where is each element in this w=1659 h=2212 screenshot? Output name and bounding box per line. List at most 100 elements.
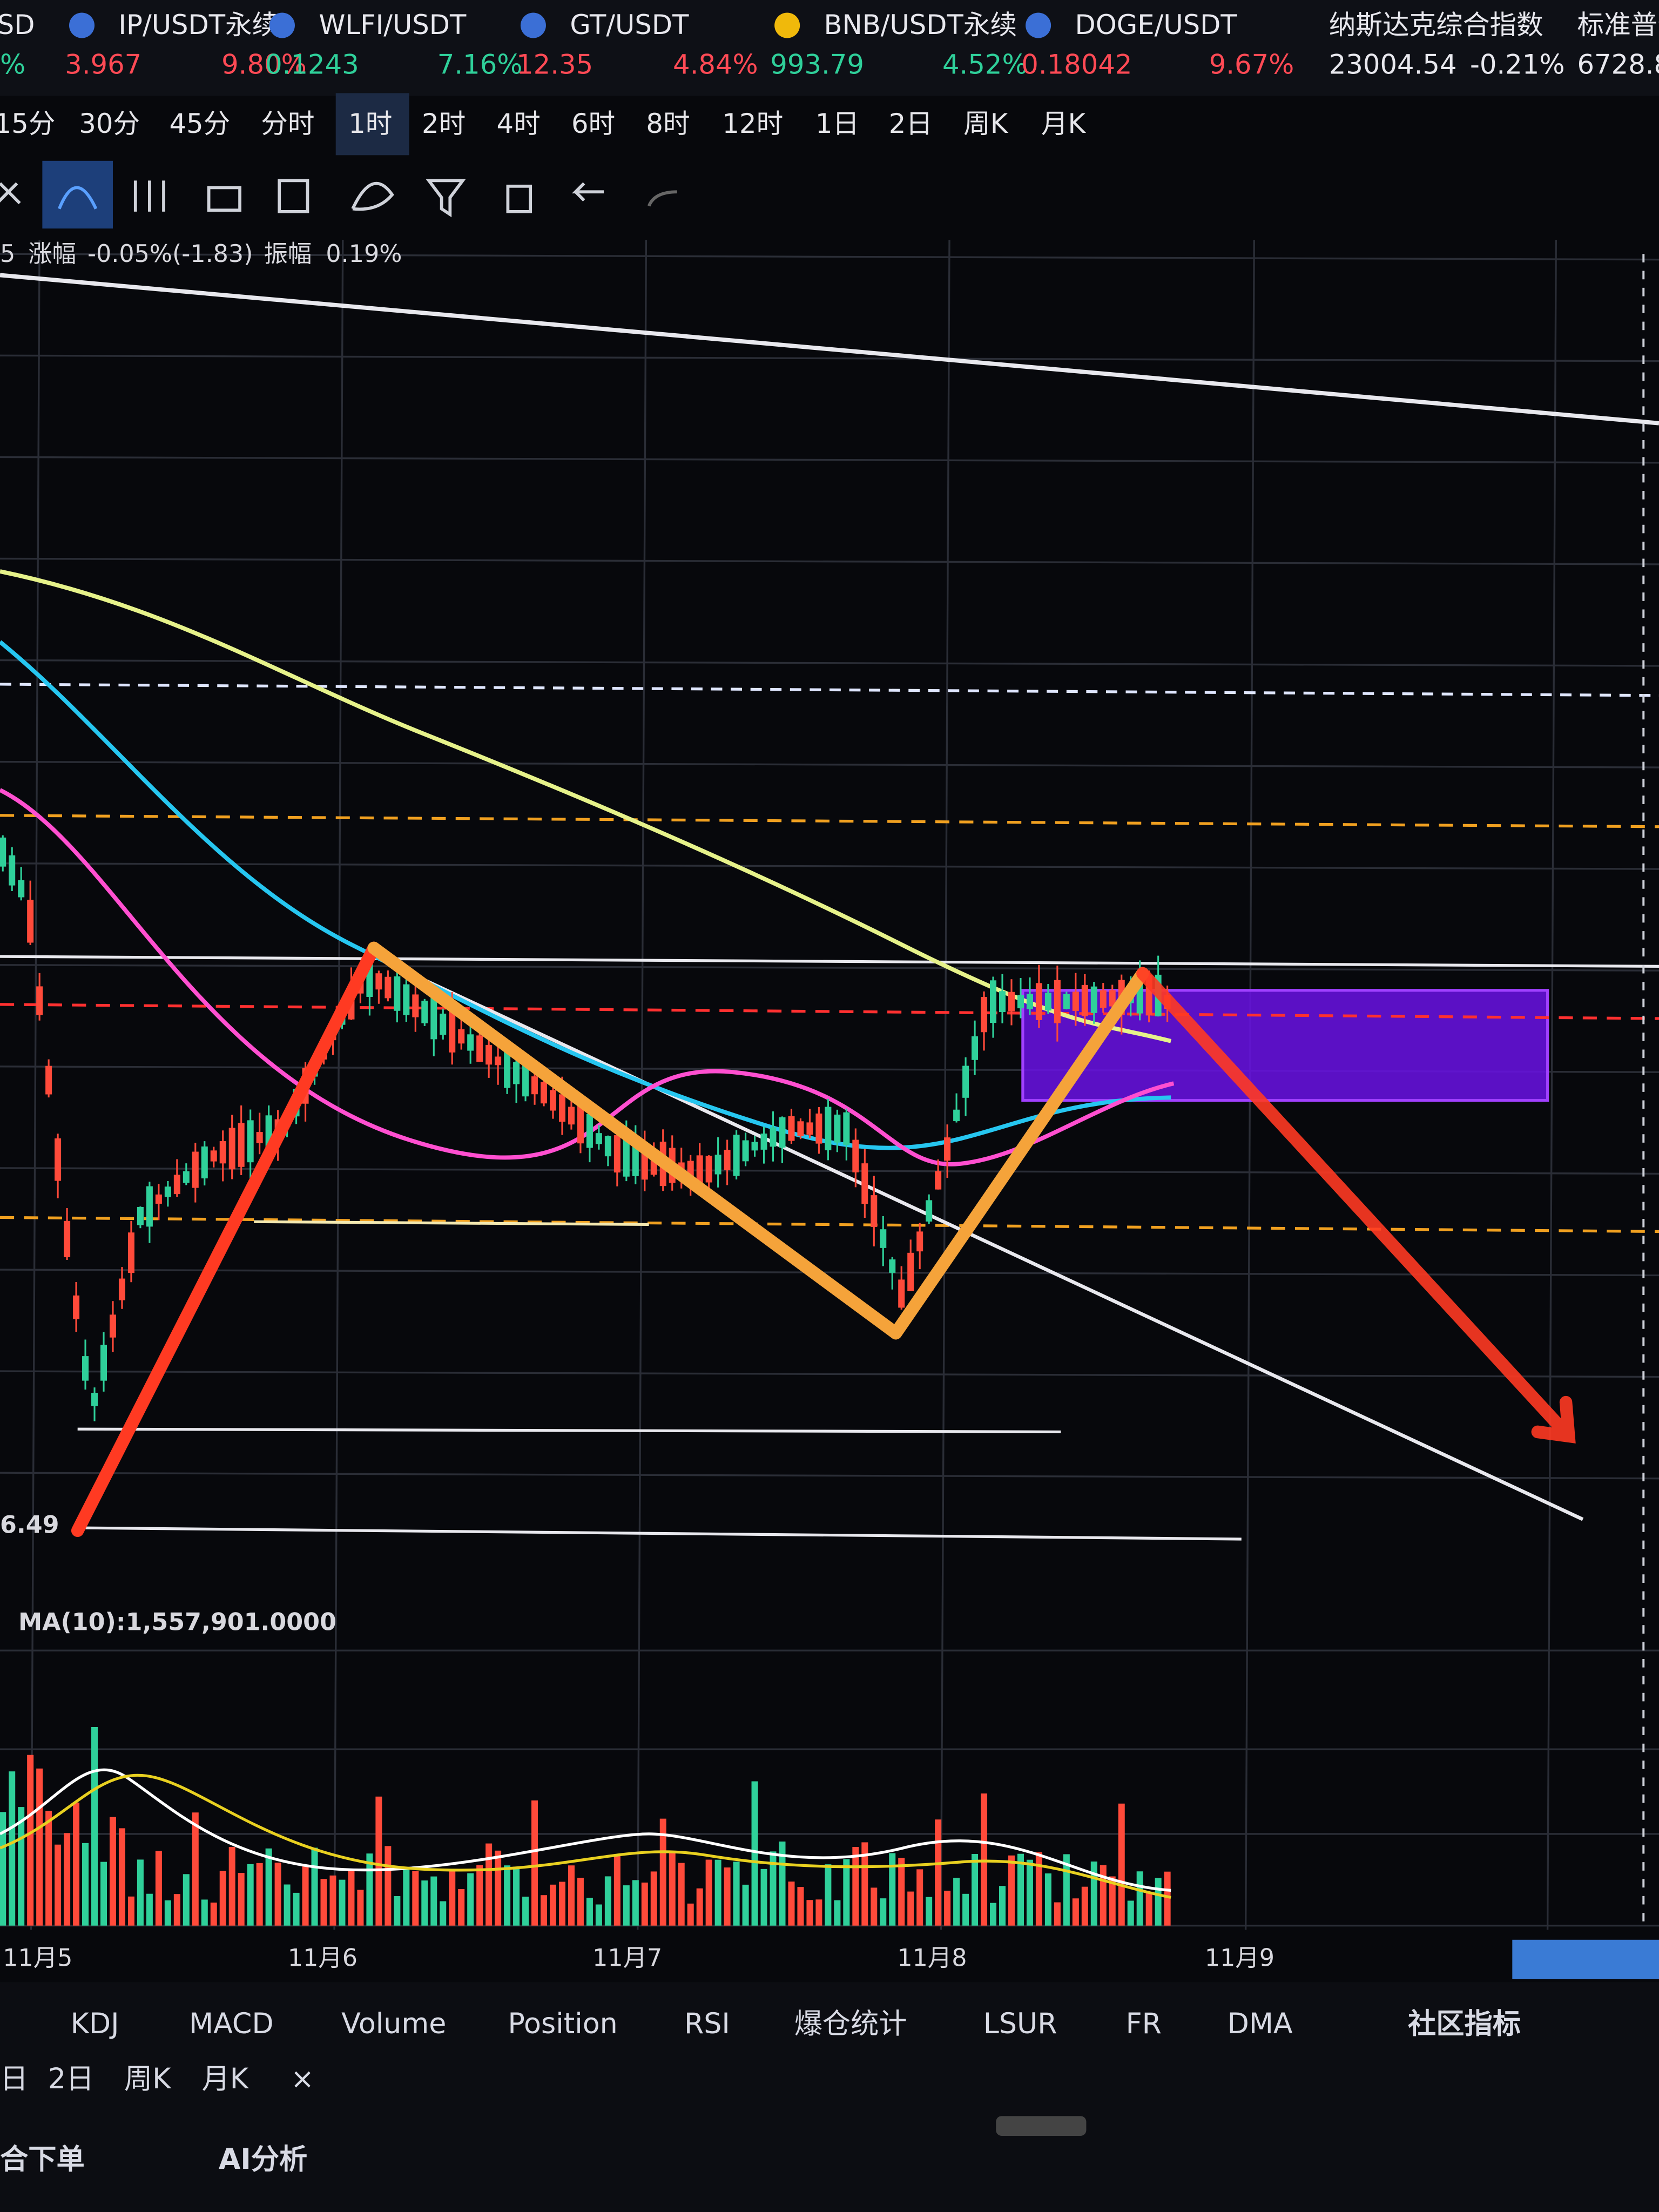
- indicator-tab[interactable]: KDJ: [71, 2008, 119, 2040]
- candle: [953, 1109, 960, 1122]
- volume-bar: [852, 1846, 859, 1926]
- tool-icon[interactable]: [647, 190, 677, 207]
- grid-line: [1546, 240, 1557, 1930]
- indicator-tab[interactable]: FR: [1126, 2008, 1162, 2040]
- timeframe[interactable]: 45分: [169, 108, 230, 139]
- period-option[interactable]: 2日: [48, 2063, 94, 2095]
- indicator-tab[interactable]: RSI: [684, 2008, 730, 2040]
- volume-bar: [192, 1812, 199, 1926]
- volume-bar: [293, 1892, 300, 1926]
- period-option[interactable]: ×: [291, 2063, 314, 2095]
- grid-line: [333, 240, 344, 1930]
- volume-bar: [109, 1817, 116, 1926]
- volume-label: MA(10):1,557,901.0000: [18, 1609, 336, 1636]
- volume-bar: [274, 1863, 281, 1926]
- timeframe[interactable]: 月K: [1041, 108, 1087, 139]
- volume-bar: [687, 1903, 694, 1926]
- tool-icon[interactable]: [571, 182, 604, 201]
- volume-bar: [714, 1859, 721, 1926]
- drawing-toolbar[interactable]: [0, 179, 677, 218]
- volume-bar: [82, 1843, 89, 1926]
- volume-bar: [458, 1889, 465, 1926]
- indicator-tab[interactable]: MACD: [189, 2008, 274, 2040]
- timeframe[interactable]: 1时: [348, 108, 392, 139]
- candle: [192, 1151, 199, 1188]
- volume-bar: [440, 1901, 447, 1926]
- timeframe[interactable]: 30分: [79, 108, 140, 139]
- candle: [760, 1134, 767, 1150]
- grid-line: [0, 760, 1659, 768]
- candle: [118, 1278, 125, 1300]
- volume-bar: [944, 1891, 951, 1926]
- candle: [183, 1171, 190, 1183]
- x-tick-label: 11月5: [3, 1944, 72, 1972]
- volume-bar: [302, 1866, 309, 1926]
- ticker-icon: [269, 12, 295, 38]
- candle: [577, 1103, 584, 1144]
- volume-bar: [513, 1866, 520, 1926]
- tool-icon[interactable]: [426, 179, 466, 218]
- tool-icon[interactable]: [278, 179, 309, 213]
- indicator-tab[interactable]: DMA: [1228, 2008, 1293, 2040]
- timeframe[interactable]: 周K: [963, 108, 1009, 139]
- timeframe[interactable]: 分时: [261, 108, 314, 139]
- candle: [485, 1044, 493, 1065]
- dashed-line: [0, 683, 1659, 697]
- candle: [430, 996, 437, 1040]
- candle: [558, 1094, 565, 1122]
- candle: [568, 1107, 575, 1125]
- candle: [228, 1128, 235, 1170]
- indicator-tab[interactable]: LSUR: [983, 2008, 1057, 2040]
- candle: [64, 1220, 71, 1258]
- period-option[interactable]: 日: [0, 2063, 28, 2095]
- timeframe[interactable]: 8时: [646, 108, 690, 139]
- volume-bar: [568, 1865, 575, 1926]
- bottom-button[interactable]: AI分析: [219, 2143, 307, 2176]
- drawer-handle[interactable]: [996, 2116, 1087, 2136]
- timeframe[interactable]: 2日: [889, 108, 933, 139]
- tool-icon[interactable]: [207, 186, 241, 212]
- arrows: [71, 941, 1576, 1537]
- bottom-button[interactable]: 合下单: [0, 2143, 85, 2176]
- timeframe[interactable]: 2时: [422, 108, 466, 139]
- volume-bar: [898, 1858, 905, 1926]
- tool-icon[interactable]: [133, 180, 165, 212]
- volume-bar: [907, 1891, 914, 1926]
- volume-bar: [449, 1870, 456, 1926]
- volume-bar: [1090, 1862, 1097, 1926]
- timeframe[interactable]: 6时: [571, 108, 615, 139]
- volume-bar: [595, 1904, 602, 1926]
- arrow: [367, 941, 902, 1340]
- volume-bar: [834, 1900, 841, 1926]
- volume-bar: [760, 1869, 767, 1926]
- indicator-tab[interactable]: 社区指标: [1408, 2008, 1521, 2040]
- ticker-symbol: 标准普尔: [1577, 9, 1659, 41]
- candle: [623, 1138, 630, 1177]
- low-label: 6.49: [0, 1511, 59, 1539]
- volume-bar: [577, 1878, 584, 1926]
- candle: [394, 976, 401, 1011]
- period-option[interactable]: 月K: [202, 2063, 249, 2095]
- timeframe[interactable]: 4时: [497, 108, 541, 139]
- candle: [155, 1194, 162, 1204]
- indicator-tab[interactable]: Volume: [341, 2008, 446, 2040]
- dashed-line: [0, 1003, 1659, 1020]
- tool-icon[interactable]: [0, 182, 21, 206]
- candle: [1044, 993, 1051, 1011]
- timeframe[interactable]: 1日: [815, 108, 859, 139]
- candle: [403, 984, 410, 1015]
- candle: [944, 1137, 951, 1161]
- indicator-tab[interactable]: Position: [508, 2008, 617, 2040]
- candle: [1054, 980, 1061, 1023]
- indicator-tab[interactable]: 爆仓统计: [794, 2008, 907, 2040]
- timeframe[interactable]: 12时: [722, 108, 783, 139]
- volume-bar: [467, 1873, 474, 1926]
- volume-bar: [935, 1819, 942, 1926]
- timeframe[interactable]: 15分: [0, 108, 55, 139]
- period-option[interactable]: 周K: [124, 2063, 172, 2095]
- tool-icon[interactable]: [351, 181, 394, 211]
- volume-bar: [1035, 1852, 1042, 1926]
- tool-icon[interactable]: [506, 184, 532, 213]
- tool-icon[interactable]: [58, 186, 98, 210]
